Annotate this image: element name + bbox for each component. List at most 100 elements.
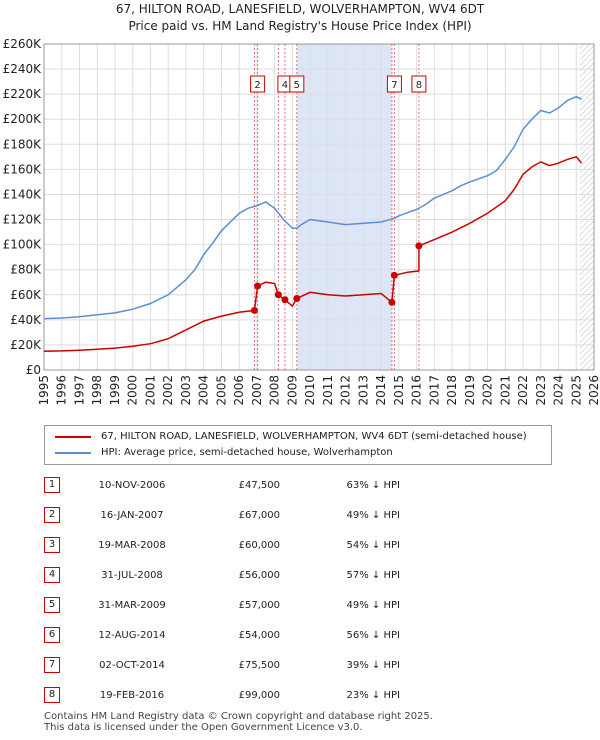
- y-tick-label: £180K: [3, 137, 43, 151]
- price-chart: £0 £20K £40K £60K £80K £100K £120K £140K £160K £1…: [3, 37, 600, 406]
- footer-line-1: Contains HM Land Registry data © Crown c…: [44, 711, 433, 722]
- sale-date: 16-JAN-2007: [100, 509, 164, 521]
- sale-point-7: [390, 271, 398, 279]
- sale-hpi-diff: 57% ↓ HPI: [346, 569, 400, 581]
- legend-item-hpi: HPI: Average price, semi-detached house,…: [55, 447, 393, 458]
- sale-box-8: [411, 75, 427, 93]
- sale-number: 5: [44, 597, 60, 613]
- sale-box-label-5: 5: [294, 80, 300, 91]
- sale-number: 8: [44, 687, 60, 703]
- sale-number: 1: [44, 477, 60, 493]
- sale-number: 7: [44, 657, 60, 673]
- sale-price: £57,000: [238, 599, 280, 611]
- x-tick-label: 2024: [552, 375, 566, 406]
- plot-border: [43, 43, 595, 371]
- y-tick-label: £100K: [3, 238, 43, 252]
- y-tick-label: £0: [26, 363, 41, 377]
- sale-price: £67,000: [238, 509, 280, 521]
- sale-number: 3: [44, 537, 60, 553]
- sale-point-4: [281, 296, 289, 304]
- sale-hpi-diff: 49% ↓ HPI: [346, 599, 400, 611]
- x-tick-label: 2017: [427, 375, 441, 406]
- sale-price: £99,000: [238, 689, 280, 701]
- x-tick-label: 2002: [161, 375, 175, 406]
- sale-price: £60,000: [238, 539, 280, 551]
- x-tick-label: 1998: [90, 375, 104, 406]
- sale-point-5: [293, 295, 301, 303]
- sale-date: 31-JUL-2008: [101, 569, 163, 581]
- sale-price: £54,000: [238, 629, 280, 641]
- y-tick-label: £200K: [3, 112, 43, 126]
- sale-price: £56,000: [238, 569, 280, 581]
- x-tick-label: 2022: [516, 375, 530, 406]
- legend: 67, HILTON ROAD, LANESFIELD, WOLVERHAMPT…: [44, 425, 552, 465]
- table-row: 8 19-FEB-2016 £99,000 23% ↓ HPI: [44, 680, 400, 710]
- y-tick-label: £140K: [3, 187, 43, 201]
- sale-point-3: [274, 291, 282, 299]
- y-tick-label: £220K: [3, 87, 43, 101]
- table-row: 4 31-JUL-2008 £56,000 57% ↓ HPI: [44, 560, 400, 590]
- property-price-line: [43, 155, 583, 352]
- x-tick-label: 1995: [37, 375, 51, 406]
- y-tick-label: £20K: [10, 338, 42, 352]
- x-tick-label: 2008: [268, 375, 282, 406]
- x-tick-label: 2021: [498, 375, 512, 406]
- sale-date: 12-AUG-2014: [98, 629, 166, 641]
- sale-hpi-diff: 54% ↓ HPI: [346, 539, 400, 551]
- x-tick-label: 2020: [481, 375, 495, 406]
- y-tick-label: £240K: [3, 62, 43, 76]
- legend-item-property: 67, HILTON ROAD, LANESFIELD, WOLVERHAMPT…: [55, 431, 527, 442]
- sale-price: £75,500: [238, 659, 280, 671]
- table-row: 1 10-NOV-2006 £47,500 63% ↓ HPI: [44, 470, 400, 500]
- chart-subtitle: Price paid vs. HM Land Registry's House …: [128, 19, 472, 33]
- future-hatch: [579, 44, 594, 370]
- sale-price: £47,500: [238, 479, 280, 491]
- sale-box-label-2: 2: [254, 80, 260, 91]
- table-row: 5 31-MAR-2009 £57,000 49% ↓ HPI: [44, 590, 400, 620]
- legend-swatch-blue: [55, 451, 91, 454]
- sale-hpi-diff: 23% ↓ HPI: [346, 689, 400, 701]
- x-tick-label: 2001: [143, 375, 157, 406]
- x-tick-label: 2015: [392, 375, 406, 406]
- x-tick-label: 2000: [126, 375, 140, 406]
- x-tick-label: 1996: [55, 375, 69, 406]
- x-tick-label: 2007: [250, 375, 264, 406]
- sale-date: 31-MAR-2009: [98, 599, 166, 611]
- footer: Contains HM Land Registry data © Crown c…: [44, 711, 433, 733]
- sales-table: 1 10-NOV-2006 £47,500 63% ↓ HPI 2 16-JAN-200…: [44, 470, 400, 710]
- x-tick-label: 2014: [374, 375, 388, 406]
- legend-swatch-red: [55, 435, 91, 438]
- table-row: 2 16-JAN-2007 £67,000 49% ↓ HPI: [44, 500, 400, 530]
- sale-box-label-7: 7: [391, 80, 397, 91]
- y-tick-label: £120K: [3, 213, 43, 227]
- x-tick-label: 2012: [339, 375, 353, 406]
- x-tick-label: 1997: [72, 375, 86, 406]
- y-tick-label: £40K: [10, 313, 42, 327]
- sale-date: 02-OCT-2014: [99, 659, 165, 671]
- sale-box-5: [289, 75, 305, 93]
- hpi-line: [43, 95, 582, 320]
- sale-point-1: [250, 306, 258, 314]
- x-tick-label: 2016: [410, 375, 424, 406]
- x-tick-label: 2003: [179, 375, 193, 406]
- sale-point-8: [415, 242, 423, 250]
- sale-date: 19-MAR-2008: [98, 539, 166, 551]
- sale-date: 10-NOV-2006: [98, 479, 166, 491]
- sale-hpi-diff: 39% ↓ HPI: [346, 659, 400, 671]
- sale-hpi-diff: 49% ↓ HPI: [346, 509, 400, 521]
- sale-point-6: [388, 298, 396, 306]
- sale-number: 4: [44, 567, 60, 583]
- legend-label-hpi: HPI: Average price, semi-detached house,…: [101, 447, 393, 458]
- x-tick-label: 1999: [108, 375, 122, 406]
- x-tick-label: 2026: [587, 375, 600, 406]
- sale-hpi-diff: 63% ↓ HPI: [346, 479, 400, 491]
- x-tick-label: 2004: [197, 375, 211, 406]
- sale-hpi-diff: 56% ↓ HPI: [346, 629, 400, 641]
- sale-number: 6: [44, 627, 60, 643]
- x-tick-label: 2025: [569, 375, 583, 406]
- sale-box-2: [250, 75, 266, 93]
- y-tick-label: £80K: [10, 263, 42, 277]
- x-tick-label: 2011: [321, 375, 335, 406]
- table-row: 3 19-MAR-2008 £60,000 54% ↓ HPI: [44, 530, 400, 560]
